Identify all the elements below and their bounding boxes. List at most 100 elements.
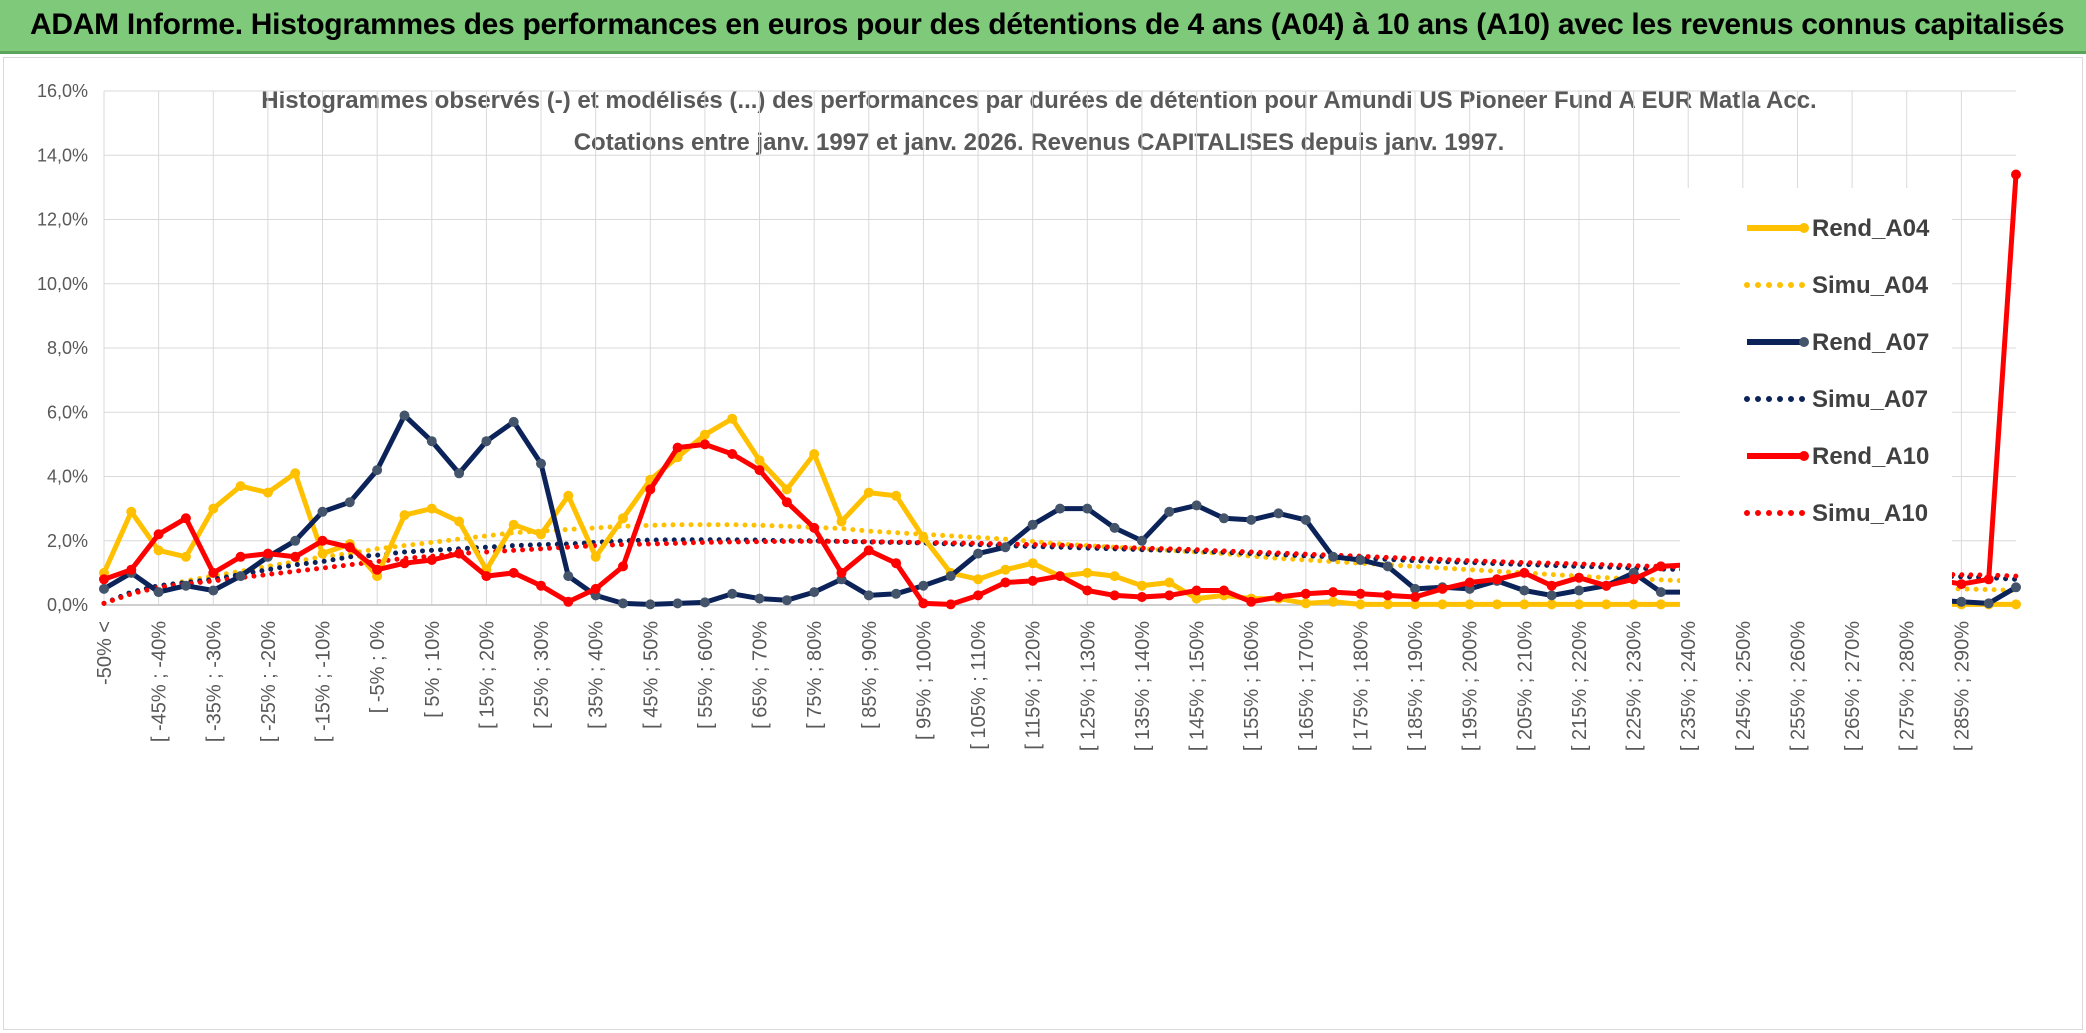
data-point-rend-a07 (1983, 598, 1994, 609)
data-point-rend-a07 (918, 580, 929, 591)
data-point-rend-a04 (1000, 564, 1011, 575)
data-point-rend-a04 (1628, 599, 1639, 610)
data-point-rend-a10 (1273, 592, 1284, 602)
x-tick-label: [ 245% ; 250% (1733, 621, 1755, 751)
legend-item-rend-a10: Rend_A10 (1747, 443, 1929, 470)
data-point-rend-a04 (1328, 596, 1339, 607)
y-tick-label: 16,0% (37, 81, 88, 101)
y-tick-label: 6,0% (47, 402, 88, 422)
data-point-rend-a07 (809, 587, 820, 598)
data-point-rend-a07 (1000, 542, 1011, 553)
legend-label: Simu_A10 (1812, 500, 1928, 527)
data-point-rend-a10 (153, 529, 164, 540)
data-point-rend-a07 (645, 599, 656, 610)
data-point-rend-a04 (1492, 599, 1502, 610)
data-point-rend-a04 (1164, 577, 1175, 588)
data-point-rend-a04 (754, 455, 765, 466)
y-tick-label: 10,0% (37, 274, 88, 294)
x-tick-label: [ 95% ; 100% (913, 621, 935, 740)
data-point-rend-a04 (2011, 599, 2021, 610)
data-point-rend-a07 (699, 597, 710, 608)
data-point-rend-a04 (290, 468, 301, 479)
x-tick-label: [ 85% ; 90% (859, 621, 881, 729)
y-tick-label: 4,0% (47, 467, 88, 487)
data-point-rend-a10 (372, 564, 383, 575)
data-point-rend-a10 (1519, 567, 1530, 578)
series-simu-a10 (101, 538, 2019, 606)
x-tick-label: [ 135% ; 140% (1132, 621, 1154, 751)
chart-subtitle: Cotations entre janv. 1997 et janv. 2026… (574, 129, 1505, 156)
data-point-rend-a10 (918, 598, 929, 609)
legend-item-simu-a07: Simu_A07 (1744, 386, 1928, 413)
x-tick-label: [ 275% ; 280% (1897, 621, 1919, 751)
x-tick-label: [ -45% ; -40% (149, 621, 171, 742)
legend-label: Simu_A04 (1812, 272, 1929, 299)
data-point-rend-a10 (1000, 577, 1011, 588)
x-tick-label: [ 125% ; 130% (1077, 621, 1099, 751)
data-point-rend-a04 (1519, 599, 1530, 610)
data-point-rend-a07 (1055, 503, 1065, 514)
data-point-rend-a10 (1437, 583, 1448, 594)
data-point-rend-a04 (699, 429, 710, 440)
data-point-rend-a10 (618, 561, 628, 572)
data-point-rend-a10 (1246, 596, 1257, 607)
data-point-rend-a04 (863, 487, 874, 498)
legend-marker (1799, 451, 1809, 461)
data-point-rend-a07 (2011, 582, 2021, 593)
data-point-rend-a10 (1546, 580, 1557, 591)
data-point-rend-a04 (590, 551, 601, 562)
data-point-rend-a04 (235, 481, 246, 492)
data-point-rend-a04 (126, 506, 137, 517)
data-point-rend-a10 (781, 497, 792, 508)
x-tick-label: [ 145% ; 150% (1187, 621, 1209, 751)
data-point-rend-a10 (699, 439, 710, 450)
data-point-rend-a10 (1027, 575, 1038, 586)
data-point-rend-a10 (1601, 580, 1612, 591)
data-point-rend-a07 (1027, 519, 1038, 530)
x-tick-label: [ 55% ; 60% (695, 621, 717, 729)
data-point-rend-a04 (1464, 599, 1475, 610)
data-point-rend-a07 (1191, 500, 1202, 511)
data-point-rend-a07 (481, 436, 492, 447)
data-point-rend-a10 (1956, 579, 1967, 590)
x-tick-label: [ 215% ; 220% (1569, 621, 1591, 751)
data-point-rend-a07 (754, 593, 765, 604)
data-point-rend-a10 (317, 535, 328, 546)
data-point-rend-a04 (1191, 593, 1202, 604)
x-axis-ticks: -50% < [ -45% ; -40% [ -35% ; -30% [ -25% ;… (94, 621, 1973, 751)
data-point-rend-a04 (454, 516, 465, 527)
data-point-rend-a10 (454, 548, 465, 559)
x-tick-label: [ 185% ; 190% (1405, 621, 1427, 751)
gridlines (103, 90, 2016, 606)
x-tick-label: [ 175% ; 180% (1350, 621, 1372, 751)
data-point-rend-a10 (235, 551, 246, 562)
x-tick-label: [ 155% ; 160% (1241, 621, 1263, 751)
data-point-rend-a04 (1136, 580, 1147, 591)
data-point-rend-a10 (672, 442, 683, 453)
data-point-rend-a04 (781, 484, 792, 495)
data-point-rend-a04 (1300, 598, 1311, 609)
data-point-rend-a10 (1983, 574, 1994, 585)
data-point-rend-a10 (645, 484, 656, 495)
data-point-rend-a07 (1273, 508, 1284, 519)
x-tick-label: [ 65% ; 70% (750, 621, 772, 729)
data-point-rend-a07 (1136, 535, 1147, 546)
x-tick-label: [ 25% ; 30% (531, 621, 553, 729)
data-point-rend-a10 (1164, 590, 1175, 601)
data-point-rend-a10 (1328, 587, 1339, 598)
data-point-rend-a07 (235, 571, 246, 582)
data-point-rend-a07 (399, 410, 410, 421)
x-tick-label: [ 45% ; 50% (640, 621, 662, 729)
x-tick-label: [ -5% ; 0% (367, 621, 389, 713)
data-point-rend-a10 (426, 555, 437, 565)
y-tick-label: 2,0% (47, 531, 88, 551)
data-point-rend-a04 (1655, 599, 1666, 610)
x-tick-label: [ 265% ; 270% (1842, 621, 1864, 751)
data-point-rend-a10 (1574, 572, 1584, 583)
data-point-rend-a07 (863, 590, 874, 601)
data-point-rend-a04 (1437, 599, 1448, 610)
data-point-rend-a10 (508, 567, 519, 578)
data-point-rend-a07 (99, 583, 109, 594)
data-point-rend-a10 (126, 564, 137, 575)
data-point-rend-a10 (262, 548, 273, 559)
